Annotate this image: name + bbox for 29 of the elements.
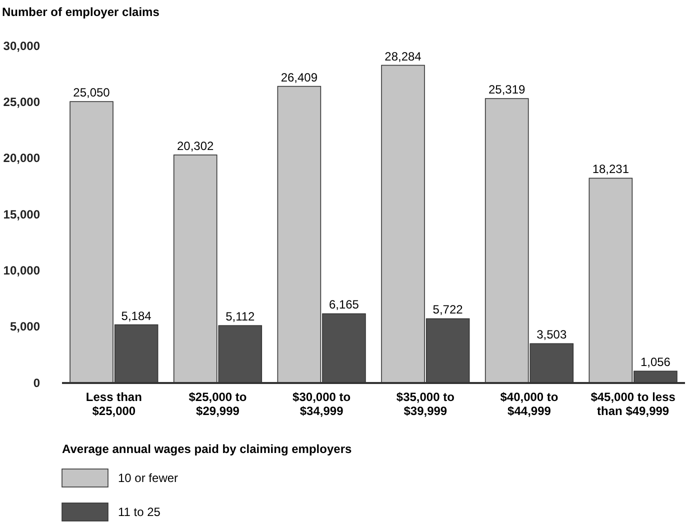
data-label: 25,319 [488, 82, 526, 97]
data-label: 5,184 [121, 308, 152, 323]
legend-label: 10 or fewer [118, 471, 178, 485]
data-label: 18,231 [592, 162, 630, 176]
data-label: 5,722 [432, 302, 464, 317]
x-tick-label: $35,000 to $39,999 [396, 390, 454, 418]
x-tick-label: $40,000 to $44,999 [500, 390, 558, 418]
x-tick-label: $25,000 to $29,999 [188, 390, 247, 418]
y-tick-label: 30,000 [3, 38, 40, 53]
y-tick-label: 0 [33, 376, 40, 390]
y-tick-label: 25,000 [3, 95, 40, 110]
data-label: 6,165 [328, 298, 360, 312]
y-axis-title: Number of employer claims [2, 5, 160, 19]
y-tick-label: 20,000 [3, 151, 40, 166]
y-tick-label: 10,000 [3, 264, 40, 278]
data-label: 5,112 [226, 310, 256, 324]
data-label: 20,302 [177, 138, 214, 153]
data-label: 26,409 [280, 70, 318, 84]
data-label: 3,503 [536, 328, 567, 342]
data-label: 28,284 [384, 49, 422, 64]
x-tick-label: $45,000 to less than $49,999 [590, 390, 676, 418]
x-tick-label: $30,000 to $34,999 [292, 390, 351, 418]
y-tick-label: 15,000 [3, 207, 40, 222]
y-tick-label: 5,000 [10, 320, 40, 334]
data-label: 25,050 [73, 86, 110, 100]
x-axis-title: Average annual wages paid by claiming employers [62, 442, 352, 456]
x-tick-label: Less than $25,000 [86, 390, 142, 418]
legend-label: 11 to 25 [118, 505, 161, 519]
data-label: 1,056 [640, 355, 671, 370]
